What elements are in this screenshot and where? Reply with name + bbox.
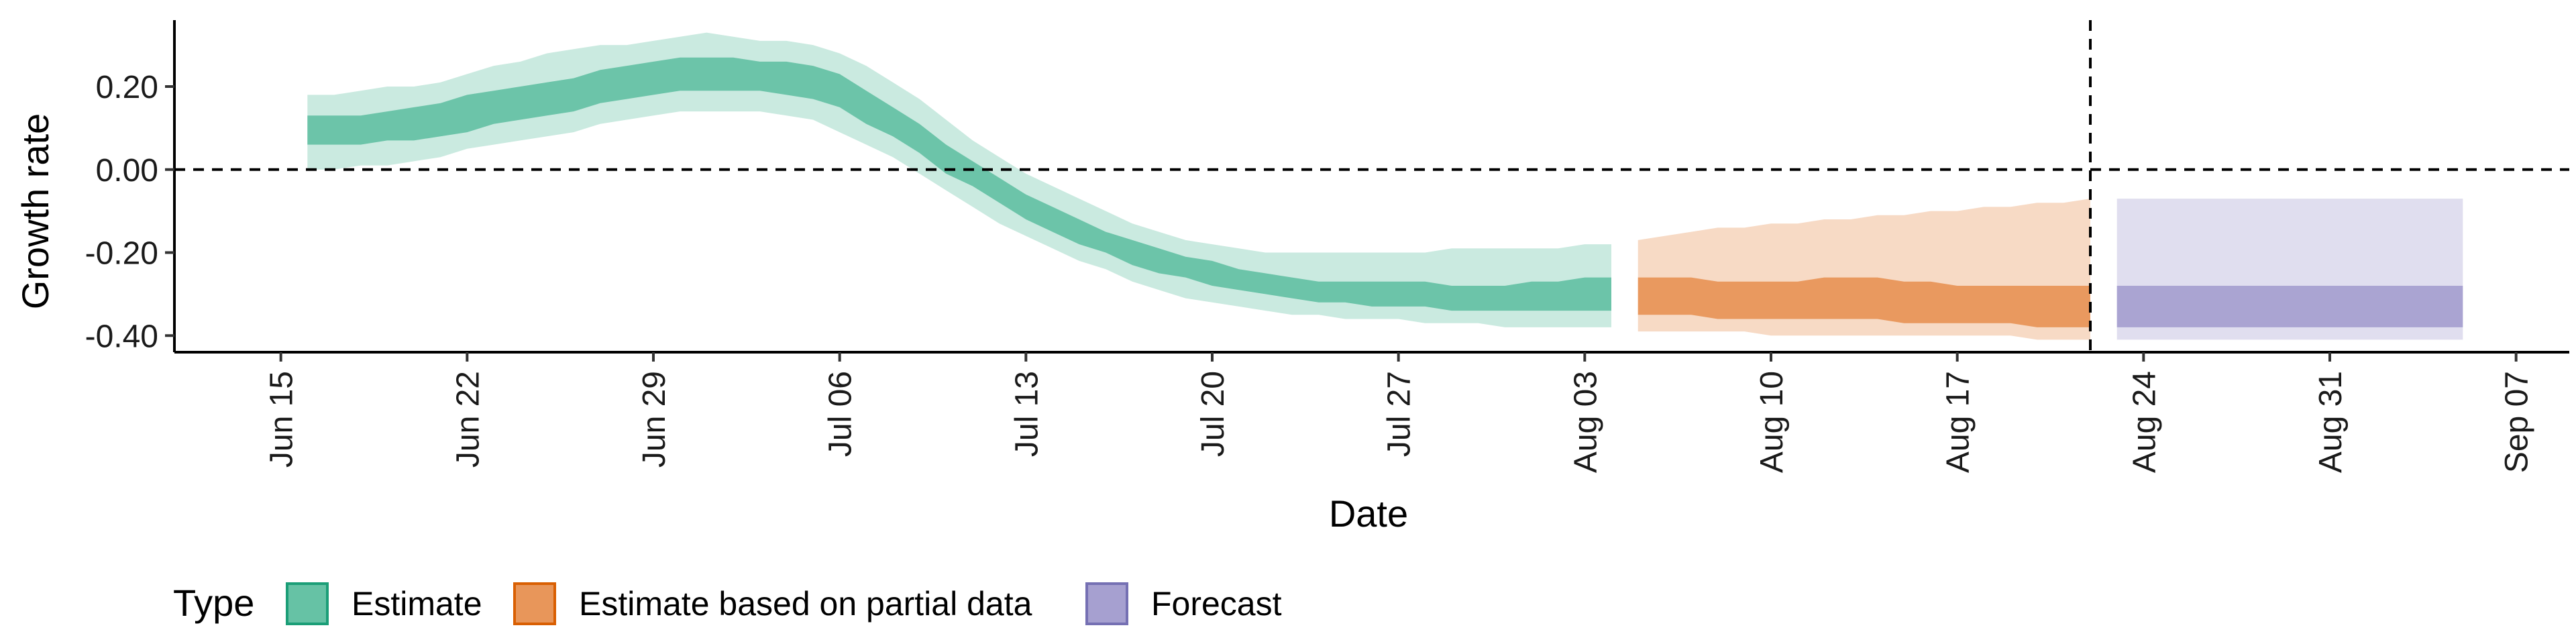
x-tick-label: Jun 15: [264, 371, 300, 468]
legend-key-estimate: [286, 582, 329, 625]
plot-bands: [307, 32, 2463, 340]
series-estimate: [307, 32, 1611, 327]
legend-key-forecast: [1085, 582, 1128, 625]
legend-item-estimate-based-on-partial-data: Estimate based on partial data: [513, 582, 1032, 625]
x-axis-title: Date: [1329, 492, 1408, 535]
legend-item-forecast: Forecast: [1085, 582, 1282, 625]
series-estimate-based-on-partial-data: [1638, 199, 2090, 340]
legend-label-estimate-based-on-partial-data: Estimate based on partial data: [579, 585, 1032, 623]
x-tick-label: Aug 24: [2127, 371, 2162, 473]
legend: Type Estimate Estimate based on partial da…: [173, 582, 1282, 625]
series-forecast: [2116, 199, 2463, 340]
legend-label-forecast: Forecast: [1151, 585, 1282, 623]
x-tick-label: Aug 10: [1754, 371, 1790, 473]
ticks: 0.20 0.00 -0.20 -0.40 Jun 15 Jun 22 Jun 29 Jul …: [85, 70, 2535, 473]
x-tick-label: Jun 29: [637, 371, 672, 468]
x-tick-label: Aug 03: [1568, 371, 1603, 473]
axes: [173, 20, 2569, 354]
x-tick-label: Aug 17: [1941, 371, 1976, 473]
x-tick-label: Sep 07: [2500, 371, 2535, 473]
legend-label-estimate: Estimate: [352, 585, 482, 623]
x-tick-label: Jul 20: [1195, 371, 1231, 457]
band-90-estimate: [307, 32, 1611, 327]
legend-title: Type: [173, 582, 254, 624]
y-tick-label: -0.20: [85, 236, 158, 272]
x-tick-label: Jun 22: [450, 371, 486, 468]
y-tick-label: -0.40: [85, 319, 158, 354]
legend-item-estimate: Estimate: [286, 582, 482, 625]
x-tick-label: Jul 06: [823, 371, 859, 457]
x-tick-label: Aug 31: [2313, 371, 2349, 473]
band-50-forecast: [2116, 286, 2463, 327]
reference-lines: [174, 20, 2569, 352]
band-50-estimate-based-on-partial-data: [1638, 277, 2090, 327]
x-tick-label: Jul 27: [1382, 371, 1417, 457]
x-tick-label: Jul 13: [1009, 371, 1044, 457]
legend-key-estimate-based-on-partial-data: [513, 582, 556, 625]
y-tick-label: 0.20: [96, 70, 158, 105]
y-tick-label: 0.00: [96, 153, 158, 189]
y-axis-title: Growth rate: [14, 113, 56, 310]
